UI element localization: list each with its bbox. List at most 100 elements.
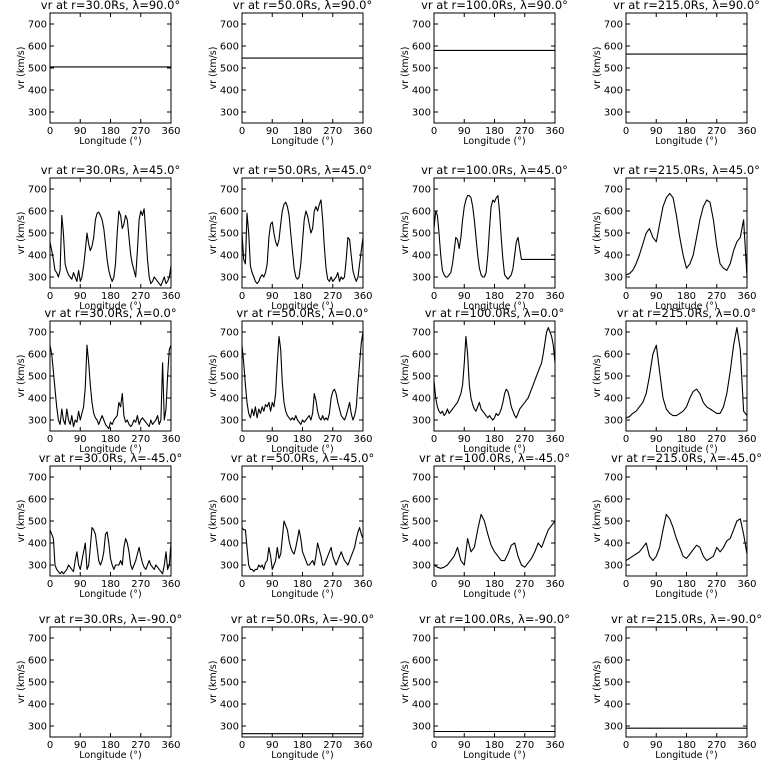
y-tick-label: 300: [604, 722, 623, 733]
y-tick-label: 600: [604, 350, 623, 361]
x-tick-label: 180: [101, 291, 120, 302]
y-tick-label: 600: [412, 350, 431, 361]
chart-panel-20: vr at r=215.0Rs, λ=-90.0° 0 90 180 270 360 300…: [592, 612, 762, 761]
y-tick-label: 300: [220, 561, 239, 572]
series-line: [625, 192, 748, 278]
x-tick-label: 0: [431, 126, 437, 137]
x-tick-label: 90: [650, 579, 663, 590]
x-tick-label: 270: [707, 740, 726, 751]
x-tick-label: 360: [545, 434, 564, 445]
y-tick-label: 400: [604, 700, 623, 711]
y-tick-label: 400: [220, 539, 239, 550]
chart-title: vr at r=215.0Rs, λ=0.0°: [617, 306, 756, 320]
y-tick-label: 500: [412, 229, 431, 240]
x-tick-label: 270: [131, 434, 150, 445]
y-tick-label: 400: [412, 86, 431, 97]
y-tick-label: 400: [412, 700, 431, 711]
x-tick-label: 90: [266, 291, 279, 302]
y-tick-label: 700: [220, 328, 239, 339]
x-tick-label: 180: [485, 434, 504, 445]
y-tick-label: 400: [28, 539, 47, 550]
chart-panel-19: vr at r=100.0Rs, λ=-90.0° 0 90 180 270 360 300…: [400, 612, 570, 761]
y-tick-label: 400: [28, 700, 47, 711]
y-tick-label: 700: [412, 328, 431, 339]
x-axis-label: Longitude (°): [655, 136, 717, 147]
x-tick-label: 90: [266, 434, 279, 445]
x-tick-label: 0: [239, 126, 245, 137]
y-tick-label: 400: [412, 251, 431, 262]
x-tick-label: 0: [239, 740, 245, 751]
x-tick-label: 0: [239, 291, 245, 302]
y-tick-label: 300: [412, 561, 431, 572]
y-tick-label: 400: [220, 394, 239, 405]
x-axis-label: Longitude (°): [271, 750, 333, 761]
y-tick-label: 600: [28, 656, 47, 667]
chart-panel-8: vr at r=215.0Rs, λ=45.0° 0 90 180 270 360 300 4…: [592, 163, 760, 312]
y-tick-label: 600: [220, 42, 239, 53]
y-tick-label: 700: [28, 328, 47, 339]
x-tick-label: 360: [737, 126, 756, 137]
chart-panel-5: vr at r=30.0Rs, λ=45.0° 0 90 180 270 360 300 40…: [16, 163, 181, 312]
chart-panel-14: vr at r=50.0Rs, λ=-45.0° 0 90 180 270 360 300 4…: [208, 451, 374, 600]
y-tick-label: 700: [220, 473, 239, 484]
x-tick-label: 270: [131, 579, 150, 590]
y-tick-label: 300: [28, 273, 47, 284]
y-tick-label: 700: [220, 185, 239, 196]
x-tick-label: 360: [161, 126, 180, 137]
x-axis-label: Longitude (°): [79, 444, 141, 455]
x-axis-label: Longitude (°): [463, 136, 525, 147]
y-axis-label: vr (km/s): [400, 500, 411, 543]
y-tick-label: 300: [220, 273, 239, 284]
x-tick-label: 0: [623, 579, 629, 590]
y-tick-label: 300: [28, 722, 47, 733]
y-axis-label: vr (km/s): [400, 661, 411, 704]
x-axis-label: Longitude (°): [655, 444, 717, 455]
plot-frame: [625, 12, 748, 124]
y-tick-label: 400: [412, 394, 431, 405]
chart-title: vr at r=50.0Rs, λ=45.0°: [233, 163, 372, 177]
y-tick-label: 700: [220, 634, 239, 645]
x-axis-label: Longitude (°): [655, 589, 717, 600]
x-tick-label: 90: [458, 434, 471, 445]
x-tick-label: 180: [485, 740, 504, 751]
x-axis-label: Longitude (°): [271, 136, 333, 147]
y-tick-label: 300: [604, 108, 623, 119]
y-tick-label: 600: [412, 495, 431, 506]
x-tick-label: 180: [293, 434, 312, 445]
x-tick-label: 0: [623, 291, 629, 302]
y-tick-label: 300: [220, 108, 239, 119]
y-tick-label: 400: [28, 86, 47, 97]
x-tick-label: 270: [323, 291, 342, 302]
y-tick-label: 600: [220, 656, 239, 667]
x-tick-label: 0: [47, 579, 53, 590]
chart-panel-18: vr at r=50.0Rs, λ=-90.0° 0 90 180 270 360 300 4…: [208, 612, 374, 761]
y-tick-label: 600: [412, 42, 431, 53]
x-axis-label: Longitude (°): [79, 750, 141, 761]
x-tick-label: 360: [353, 434, 372, 445]
y-tick-label: 700: [412, 185, 431, 196]
y-tick-label: 600: [28, 207, 47, 218]
x-axis-label: Longitude (°): [655, 301, 717, 312]
y-tick-label: 300: [28, 561, 47, 572]
y-tick-label: 400: [604, 86, 623, 97]
x-tick-label: 360: [737, 579, 756, 590]
chart-panel-1: vr at r=30.0Rs, λ=90.0° 0 90 180 270 360 300 40…: [16, 0, 181, 147]
plot-frame: [625, 177, 748, 289]
plot-frame: [49, 626, 172, 738]
y-tick-label: 600: [412, 656, 431, 667]
x-tick-label: 180: [485, 579, 504, 590]
y-tick-label: 500: [604, 517, 623, 528]
x-tick-label: 360: [161, 579, 180, 590]
y-tick-label: 700: [28, 473, 47, 484]
y-tick-label: 300: [412, 273, 431, 284]
x-tick-label: 180: [677, 740, 696, 751]
plot-frame: [433, 626, 556, 738]
x-tick-label: 90: [74, 126, 87, 137]
x-tick-label: 0: [431, 740, 437, 751]
x-tick-label: 270: [515, 291, 534, 302]
y-tick-label: 600: [604, 42, 623, 53]
y-axis-label: vr (km/s): [208, 500, 219, 543]
chart-title: vr at r=100.0Rs, λ=90.0°: [421, 0, 568, 12]
x-tick-label: 360: [161, 740, 180, 751]
